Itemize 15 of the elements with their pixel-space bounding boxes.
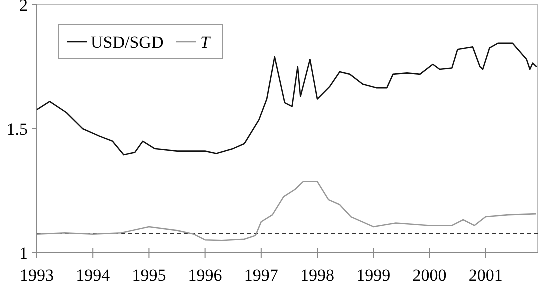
- y-tick-label: 1.5: [6, 120, 28, 139]
- x-tick-label: 1998: [300, 266, 335, 285]
- line-series: [36, 181, 537, 242]
- legend-label: T: [200, 32, 212, 52]
- legend-label: USD/SGD: [91, 32, 164, 52]
- x-tick-label: 1994: [76, 266, 111, 285]
- x-tick-label: 1999: [356, 266, 391, 285]
- x-tick-label: 1996: [188, 266, 222, 285]
- x-tick-label: 2001: [468, 266, 503, 285]
- x-tick-label: 2000: [412, 266, 447, 285]
- y-tick-label: 1: [20, 244, 28, 263]
- x-tick-label: 1995: [132, 266, 166, 285]
- y-tick-label: 2: [20, 0, 28, 15]
- x-tick-label: 1993: [20, 266, 54, 285]
- x-tick-label: 1997: [244, 266, 279, 285]
